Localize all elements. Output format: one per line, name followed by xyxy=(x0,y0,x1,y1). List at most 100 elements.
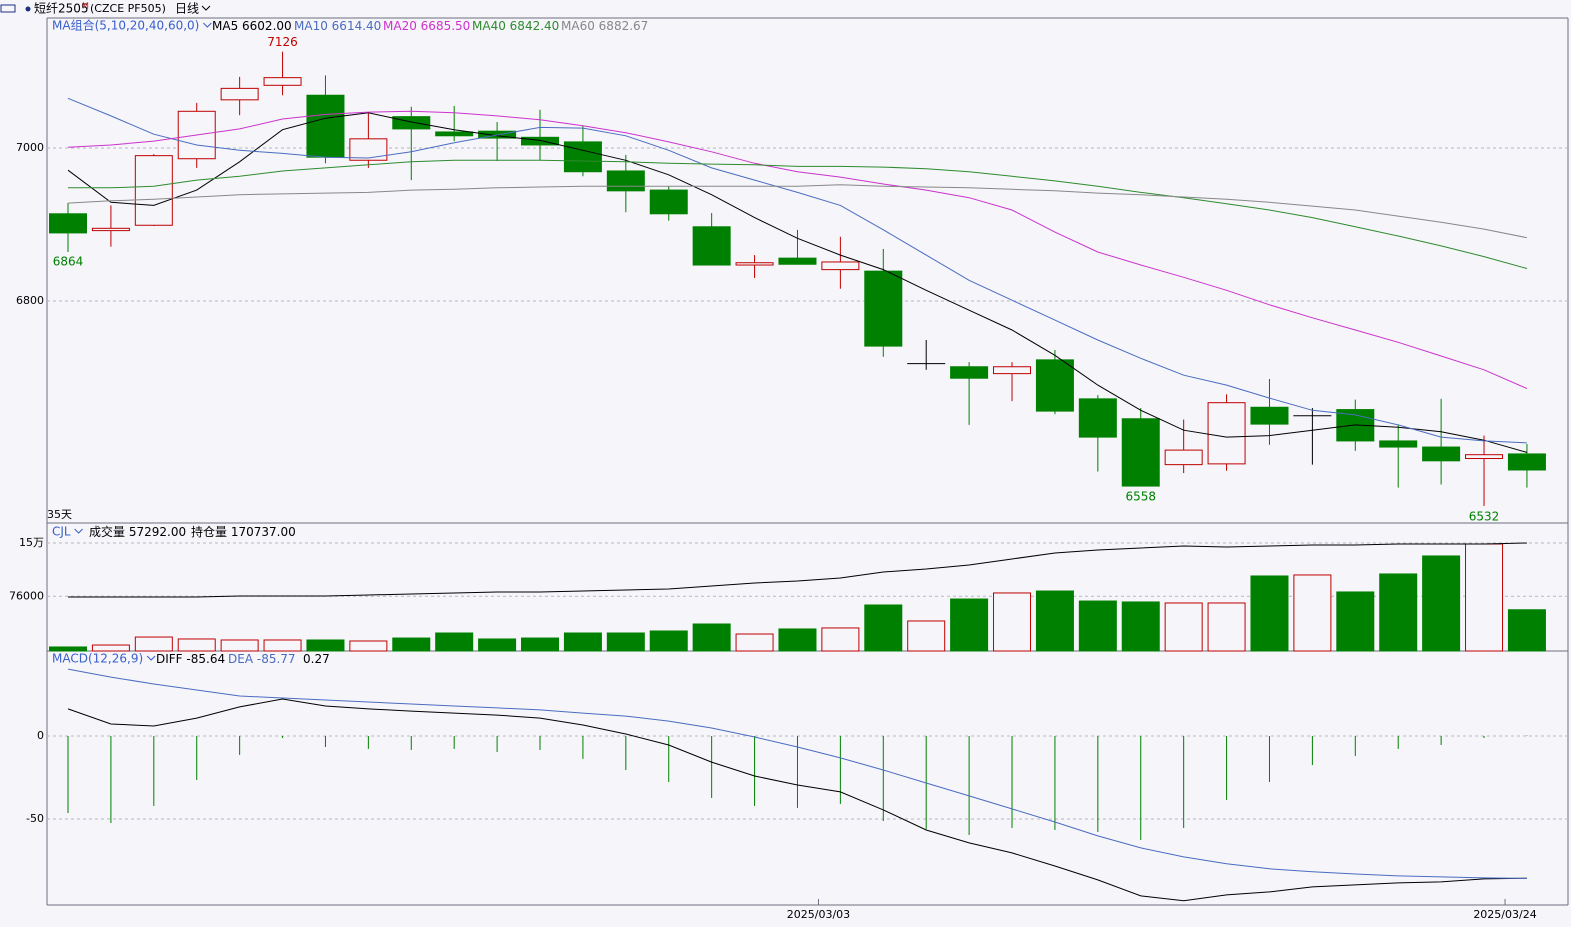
candle-body xyxy=(435,131,474,137)
legend-entry: 成交量 57292.00 xyxy=(89,524,186,539)
x-tick-label: 2025/03/03 xyxy=(787,908,850,921)
candle-body xyxy=(49,213,87,234)
y-tick-label: -50 xyxy=(26,812,44,825)
candle-body xyxy=(950,366,989,379)
volume-bar xyxy=(220,639,259,652)
volume-bar xyxy=(692,623,731,652)
candle-body xyxy=(1250,406,1289,425)
legend-entry: MA5 6602.00 xyxy=(212,19,292,33)
series-line xyxy=(67,97,1527,444)
volume-bar xyxy=(306,639,345,652)
volume-bar xyxy=(49,646,87,652)
series-line xyxy=(68,542,1527,598)
legend-entry: MA40 6842.40 xyxy=(472,19,559,33)
legend-name: MA60 xyxy=(561,19,595,33)
legend-value: -85.77 xyxy=(257,652,296,666)
legend-value: 6882.67 xyxy=(599,19,649,33)
series-line xyxy=(67,112,1528,453)
volume-bar xyxy=(606,632,645,652)
legend-entry: 0.27 xyxy=(303,652,330,666)
volume-bar xyxy=(1035,590,1074,652)
volume-bar xyxy=(778,628,817,652)
candle-body xyxy=(1035,359,1074,412)
candle-body xyxy=(821,261,860,271)
candle-body xyxy=(735,262,774,266)
y-tick-label: 0 xyxy=(37,729,44,742)
candle-body xyxy=(1422,446,1461,462)
volume-bar xyxy=(91,644,130,652)
period[interactable]: 日线 xyxy=(175,2,199,16)
volume-bar xyxy=(1507,609,1546,652)
legend-entry: MA60 6882.67 xyxy=(561,19,648,33)
legend-value: -85.64 xyxy=(186,652,225,666)
volume-bar xyxy=(1078,600,1117,652)
legend-value: 6614.40 xyxy=(332,19,382,33)
y-tick-label: 6800 xyxy=(16,294,44,307)
legend-entry: DIFF -85.64 xyxy=(156,652,225,666)
extreme-label: 7126 xyxy=(267,35,298,49)
y-tick-label: 7000 xyxy=(16,141,44,154)
legend-chevron[interactable] xyxy=(203,22,212,28)
x-tick-label: 2025/03/24 xyxy=(1473,908,1536,921)
y-tick-label: 76000 xyxy=(9,589,44,602)
volume-bar xyxy=(263,639,302,652)
legend-entry: 持仓量 170737.00 xyxy=(191,524,296,539)
volume-bar xyxy=(1465,543,1504,652)
candle-body xyxy=(1078,398,1117,438)
legend-name: DIFF xyxy=(156,652,183,666)
volume-bar xyxy=(649,630,688,652)
candle-body xyxy=(563,141,602,173)
legend-entry: MA20 6685.50 xyxy=(383,19,470,33)
candle-body xyxy=(778,257,817,265)
volume-bar xyxy=(1422,555,1461,652)
extreme-label: 6558 xyxy=(1125,490,1156,504)
candle-body xyxy=(220,87,259,101)
volume-bar xyxy=(993,592,1032,652)
volume-bar xyxy=(950,598,989,652)
extreme-label: 6532 xyxy=(1469,509,1500,523)
volume-bar xyxy=(735,633,774,652)
legend-entry: MA10 6614.40 xyxy=(294,19,381,33)
period-chevron[interactable] xyxy=(201,5,211,11)
volume-bar xyxy=(1336,591,1375,652)
candle-body xyxy=(993,366,1032,375)
legend-value: 0.27 xyxy=(303,652,330,666)
candle-body xyxy=(306,94,345,158)
legend-name: 成交量 xyxy=(89,524,125,539)
candle-body xyxy=(864,270,903,347)
legend-value: 6842.40 xyxy=(510,19,560,33)
volume-bar xyxy=(521,637,560,652)
volume-bar xyxy=(864,604,903,652)
volume-bar xyxy=(563,632,602,652)
y-tick-label: 15万 xyxy=(19,536,44,549)
menu-icon[interactable] xyxy=(0,4,16,13)
candle-body xyxy=(1465,454,1504,460)
symbol-bar: 短纤2505 M (CZCE PF505) 日线 xyxy=(0,2,211,16)
volume-bar xyxy=(177,638,216,652)
legend-value: 57292.00 xyxy=(129,525,186,539)
volume-bar xyxy=(435,632,474,652)
series-line xyxy=(67,110,1528,389)
series-line xyxy=(67,698,1527,902)
legend-name: MA5 xyxy=(212,19,238,33)
legend-name: MA20 xyxy=(383,19,417,33)
volume-bar xyxy=(1207,602,1246,652)
candle-body xyxy=(349,138,388,161)
legend-chevron[interactable] xyxy=(146,655,156,661)
legend-value: 170737.00 xyxy=(231,525,296,539)
legend-chevron[interactable] xyxy=(74,528,83,534)
volume-bar xyxy=(478,638,517,652)
volume-bar xyxy=(1379,573,1418,652)
candle-body xyxy=(91,227,130,232)
candle-body xyxy=(134,155,173,226)
volume-bar xyxy=(134,636,173,652)
volume-bar xyxy=(349,640,388,652)
candle-body xyxy=(1164,449,1203,466)
period-label: 35天 xyxy=(47,508,72,521)
volume-bar xyxy=(1164,602,1203,652)
candle-body xyxy=(1507,453,1546,471)
legend-value: 6685.50 xyxy=(421,19,471,33)
candle-body xyxy=(1121,418,1160,487)
